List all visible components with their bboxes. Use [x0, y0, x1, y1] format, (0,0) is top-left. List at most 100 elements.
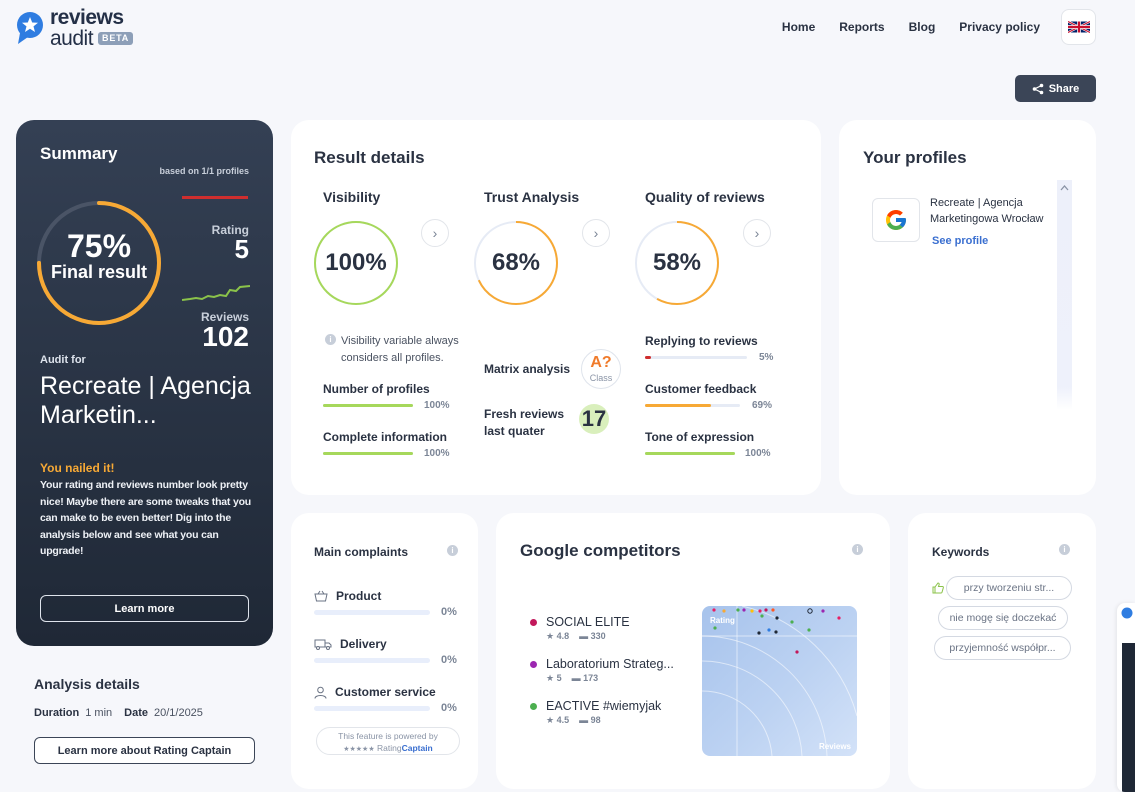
metric-replying-to-reviews: Replying to reviews — [645, 334, 758, 348]
quality-pct: 58% — [652, 249, 702, 276]
brand-logo[interactable]: reviews audit BETA — [16, 6, 134, 49]
google-profile-logo[interactable] — [872, 198, 920, 242]
complaints-card: Main complaints i Product 0% Delivery 0%… — [291, 513, 478, 789]
competitor-name: EACTIVE #wiemyjak — [546, 699, 662, 713]
side-widget-tab[interactable] — [1117, 603, 1135, 792]
competitor-name: Laboratorium Strateg... — [546, 657, 674, 671]
rating-captain-button[interactable]: Learn more about Rating Captain — [34, 737, 255, 764]
rating-captain-brand-2: Captain — [401, 743, 433, 753]
keyword-pill[interactable]: przy tworzeniu str... — [946, 576, 1072, 600]
profiles-scrollbar[interactable] — [1057, 180, 1072, 410]
nav-privacy-policy[interactable]: Privacy policy — [959, 20, 1040, 34]
complaint-pct: 0% — [441, 702, 457, 714]
nav-blog[interactable]: Blog — [908, 20, 936, 34]
complaint-product: Product — [314, 589, 381, 603]
competitor-item[interactable]: SOCIAL ELITE ★ 4.8 ▬ 330 — [530, 615, 630, 642]
nav-home[interactable]: Home — [781, 20, 816, 34]
logo-mark-icon — [16, 11, 44, 45]
profile-name: Recreate | Agencja Marketingowa Wrocław — [930, 197, 1044, 225]
competitors-scatter-chart[interactable]: Rating Reviews — [702, 606, 857, 756]
person-icon — [314, 686, 327, 699]
competitors-info-icon[interactable]: i — [852, 544, 863, 555]
metric-pct: 69% — [752, 400, 773, 411]
beta-badge: BETA — [98, 32, 134, 45]
metric-customer-feedback: Customer feedback — [645, 382, 757, 396]
nav-reports[interactable]: Reports — [839, 20, 885, 34]
fresh-reviews-label: Fresh reviews last quater — [484, 407, 565, 438]
complaint-pct: 0% — [441, 606, 457, 618]
scatter-x-label: Reviews — [818, 742, 851, 751]
duration-label: Duration — [34, 707, 80, 719]
competitor-name: SOCIAL ELITE — [546, 615, 630, 629]
brand-line1: reviews — [50, 6, 124, 29]
trust-chevron-icon[interactable]: › — [582, 219, 610, 247]
quality-chevron-icon[interactable]: › — [743, 219, 771, 247]
result-details-card: Result details Visibility › 100% i Visib… — [291, 120, 821, 495]
truck-icon — [314, 639, 332, 650]
rating-bar — [182, 196, 248, 199]
complaints-title: Main complaints — [314, 545, 409, 559]
trust-pct: 68% — [491, 249, 541, 276]
language-switcher[interactable] — [1061, 9, 1096, 45]
duration-value: 1 min — [85, 707, 113, 719]
widget-logo-icon — [1121, 607, 1133, 619]
metric-complete-information: Complete information — [323, 430, 448, 444]
class-label: Class — [589, 373, 613, 383]
comment-icon: ▬ 330 — [579, 631, 606, 641]
trust-ring — [474, 221, 558, 305]
powered-by-badge[interactable]: This feature is powered by ★★★★★ RatingC… — [316, 727, 460, 755]
complaint-bar — [314, 658, 430, 663]
matrix-analysis-label: Matrix analysis — [484, 362, 571, 376]
visibility-chevron-icon[interactable]: › — [421, 219, 449, 247]
info-icon: i — [325, 334, 336, 345]
complaint-bar — [314, 610, 430, 615]
competitor-rating: 5 — [556, 673, 562, 683]
competitor-reviews: 330 — [590, 631, 606, 641]
rating-captain-brand: Rating — [377, 743, 402, 753]
metric-tone-of-expression: Tone of expression — [645, 430, 755, 444]
learn-more-button[interactable]: Learn more — [40, 595, 249, 622]
complaint-label: Delivery — [340, 637, 387, 651]
main-nav: Home Reports Blog Privacy policy — [782, 20, 1040, 34]
audit-name: Recreate | Agencja Marketin... — [40, 372, 251, 429]
complaints-info-icon[interactable]: i — [447, 545, 458, 556]
competitor-reviews: 98 — [590, 715, 601, 725]
complaint-label: Product — [336, 589, 382, 603]
competitor-item[interactable]: EACTIVE #wiemyjak ★ 4.5 ▬ 98 — [530, 699, 661, 726]
uk-flag-icon — [1067, 20, 1090, 34]
metric-bar — [645, 452, 735, 455]
final-result-label: Final result — [50, 262, 148, 282]
complaint-label: Customer service — [335, 685, 436, 699]
metric-bar — [645, 404, 740, 407]
see-profile-link[interactable]: See profile — [932, 235, 989, 247]
share-icon — [1032, 83, 1044, 94]
metric-pct: 100% — [745, 448, 771, 459]
reviews-value: 102 — [202, 321, 249, 352]
keywords-title: Keywords — [932, 545, 990, 559]
complaint-customer-service: Customer service — [314, 685, 436, 699]
side-widget-panel — [1122, 643, 1135, 792]
share-button[interactable]: Share — [1015, 75, 1096, 102]
scroll-up-icon[interactable] — [1057, 182, 1072, 194]
google-icon — [886, 210, 906, 230]
competitor-rating: 4.8 — [556, 631, 570, 641]
competitors-card: Google competitors i SOCIAL ELITE ★ 4.8 ▬… — [496, 513, 890, 789]
profiles-card: Your profiles Recreate | Agencja Marketi… — [839, 120, 1096, 495]
keywords-info-icon[interactable]: i — [1059, 544, 1070, 555]
keyword-pill[interactable]: nie mogę się doczekać — [938, 606, 1068, 630]
complaint-pct: 0% — [441, 654, 457, 666]
final-result-ring — [37, 201, 161, 325]
competitor-reviews: 173 — [583, 673, 599, 683]
audit-for-label: Audit for — [40, 354, 86, 366]
metric-pct: 5% — [759, 352, 774, 363]
competitor-item[interactable]: Laboratorium Strateg... ★ 5 ▬ 173 — [530, 657, 674, 684]
quality-title: Quality of reviews — [645, 189, 765, 205]
keyword-pill[interactable]: przyjemność współpr... — [934, 636, 1071, 660]
quality-ring — [635, 221, 719, 305]
star-icon: ★ 5 — [546, 673, 562, 683]
rating-captain-stars: ★★★★★ — [343, 746, 375, 753]
class-badge[interactable]: A? Class — [581, 349, 621, 389]
final-result-pct: 75% — [66, 228, 132, 264]
scatter-y-label: Rating — [710, 616, 735, 625]
metric-bar — [645, 356, 747, 359]
